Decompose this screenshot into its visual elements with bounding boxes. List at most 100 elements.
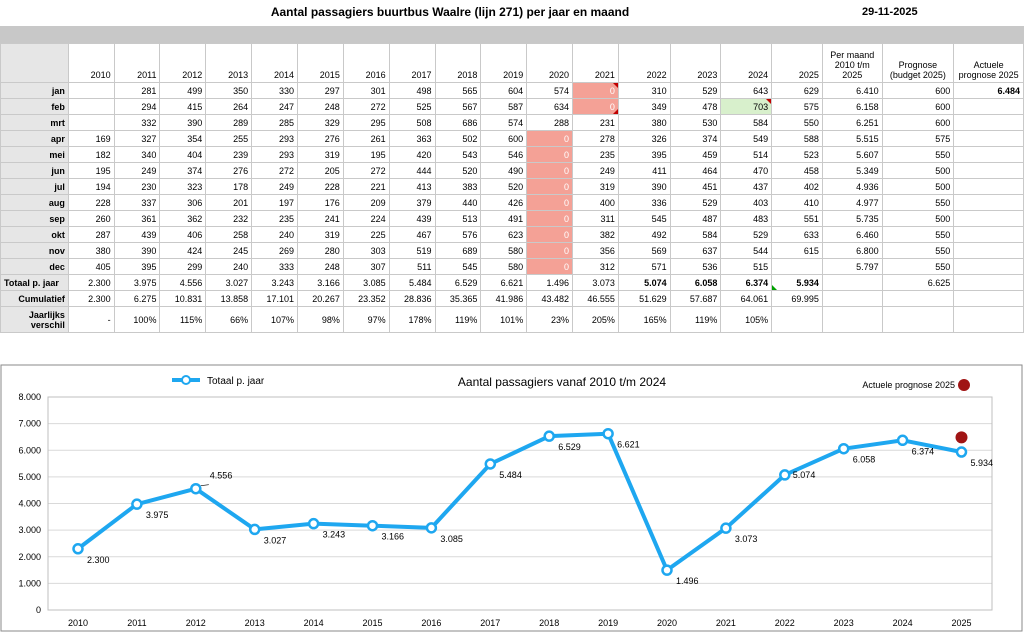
month-value: 361 [113, 210, 161, 227]
totaal-value: 1.496 [526, 274, 574, 291]
month-value: 230 [113, 178, 161, 195]
data-point [779, 469, 791, 481]
avg-value: 6.800 [821, 242, 883, 259]
totaal-actueel [953, 274, 1024, 291]
month-value: 288 [526, 114, 574, 131]
month-value: 514 [720, 146, 773, 163]
month-value: 549 [720, 130, 773, 147]
month-value: 0 [526, 210, 574, 227]
month-value: 248 [296, 258, 344, 275]
month-row: aug 228 337 306 201 197 176 209 379 440 426 0 400 336… [0, 194, 1024, 211]
prognose-value: 500 [881, 210, 955, 227]
actueel-value [953, 114, 1024, 131]
jaarlijks-avg [821, 306, 883, 333]
month-value: 491 [480, 210, 528, 227]
x-tick-label: 2010 [68, 618, 88, 628]
jaarlijks-value: 119% [669, 306, 722, 333]
cumulatief-value: 35.365 [434, 290, 482, 307]
month-value: 565 [434, 82, 482, 99]
year-header: 2022 [617, 43, 671, 83]
month-value: 403 [720, 194, 773, 211]
month-value: 380 [617, 114, 671, 131]
totaal-value: 3.027 [205, 274, 253, 291]
month-row: dec 405 395 299 240 333 248 307 511 545 580 0 312 571… [0, 258, 1024, 275]
avg-value: 5.607 [821, 146, 883, 163]
month-value: 411 [617, 162, 671, 179]
year-header: 2020 [526, 43, 574, 83]
avg-value: 4.936 [821, 178, 883, 195]
cumulatief-actueel [953, 290, 1024, 307]
month-value: 340 [113, 146, 161, 163]
month-value: 197 [251, 194, 298, 211]
month-value: 529 [669, 82, 722, 99]
y-tick-label: 1.000 [18, 578, 41, 588]
totaal-value: 6.529 [434, 274, 482, 291]
month-value: 241 [296, 210, 344, 227]
cumulatief-value: 20.267 [296, 290, 344, 307]
month-value: 209 [342, 194, 390, 211]
month-value: 580 [480, 242, 528, 259]
month-value: 426 [480, 194, 528, 211]
x-tick-label: 2014 [304, 618, 324, 628]
data-point [190, 482, 202, 495]
month-value: 205 [296, 162, 344, 179]
year-header: 2013 [205, 43, 253, 83]
month-value: 580 [480, 258, 528, 275]
jaarlijks-value: 205% [572, 306, 619, 333]
month-value: 201 [205, 194, 253, 211]
extra-header: Per maand 2010 t/m 2025 [821, 43, 883, 83]
corner-cell [0, 43, 69, 83]
data-point [484, 458, 497, 470]
x-tick-label: 2016 [421, 618, 441, 628]
month-value: 307 [342, 258, 390, 275]
prognose-value: 550 [881, 194, 955, 211]
totaal-avg [821, 274, 883, 291]
month-row: mrt 332 390 289 285 329 295 508 686 574 288 231 380 5… [0, 114, 1024, 131]
chart-frame [0, 364, 1023, 632]
data-label: 3.166 [382, 532, 405, 542]
data-label: 6.621 [617, 440, 640, 450]
data-label: 6.058 [853, 455, 876, 465]
cumulatief-value: 13.858 [205, 290, 253, 307]
month-value: 498 [388, 82, 436, 99]
avg-value: 5.735 [821, 210, 883, 227]
data-label: 3.975 [146, 510, 169, 520]
month-value: 458 [771, 162, 823, 179]
month-value: 329 [296, 114, 344, 131]
year-header: 2016 [342, 43, 390, 83]
year-header: 2024 [720, 43, 773, 83]
totaal-value: 6.621 [480, 274, 528, 291]
month-value: 571 [617, 258, 671, 275]
month-value: 634 [526, 98, 574, 115]
month-value: 333 [251, 258, 298, 275]
prognose-value: 500 [881, 162, 955, 179]
month-value: 574 [480, 114, 528, 131]
year-header: 2015 [296, 43, 344, 83]
jaarlijks-actueel [953, 306, 1024, 333]
month-value: 420 [388, 146, 436, 163]
month-value: 319 [296, 146, 344, 163]
avg-value: 6.158 [821, 98, 883, 115]
jaarlijks-value: 107% [251, 306, 298, 333]
month-value: 235 [251, 210, 298, 227]
totaal-value: 6.374 [720, 274, 773, 291]
month-value: 584 [720, 114, 773, 131]
month-value: 272 [342, 162, 390, 179]
month-value: 383 [434, 178, 482, 195]
month-value: 0 [572, 98, 619, 115]
month-value: 245 [205, 242, 253, 259]
chart-area: 0 1.000 2.000 3.000 4.000 5.000 6.000 7.000 8.00… [0, 364, 1024, 633]
month-row: apr 169 327 354 255 293 276 261 363 502 600 0 278 326… [0, 130, 1024, 147]
month-value: 483 [720, 210, 773, 227]
jaarlijks-value: 115% [159, 306, 207, 333]
extra-header: Actuele prognose 2025 [953, 43, 1024, 83]
totaal-value: 6.058 [669, 274, 722, 291]
data-point [661, 564, 673, 576]
month-value: 240 [205, 258, 253, 275]
month-value: 703 [720, 98, 773, 115]
month-value: 350 [205, 82, 253, 99]
month-value: 194 [67, 178, 115, 195]
month-value: 319 [296, 226, 344, 243]
data-label: 3.085 [440, 534, 463, 544]
cumulatief-value: 51.629 [617, 290, 671, 307]
